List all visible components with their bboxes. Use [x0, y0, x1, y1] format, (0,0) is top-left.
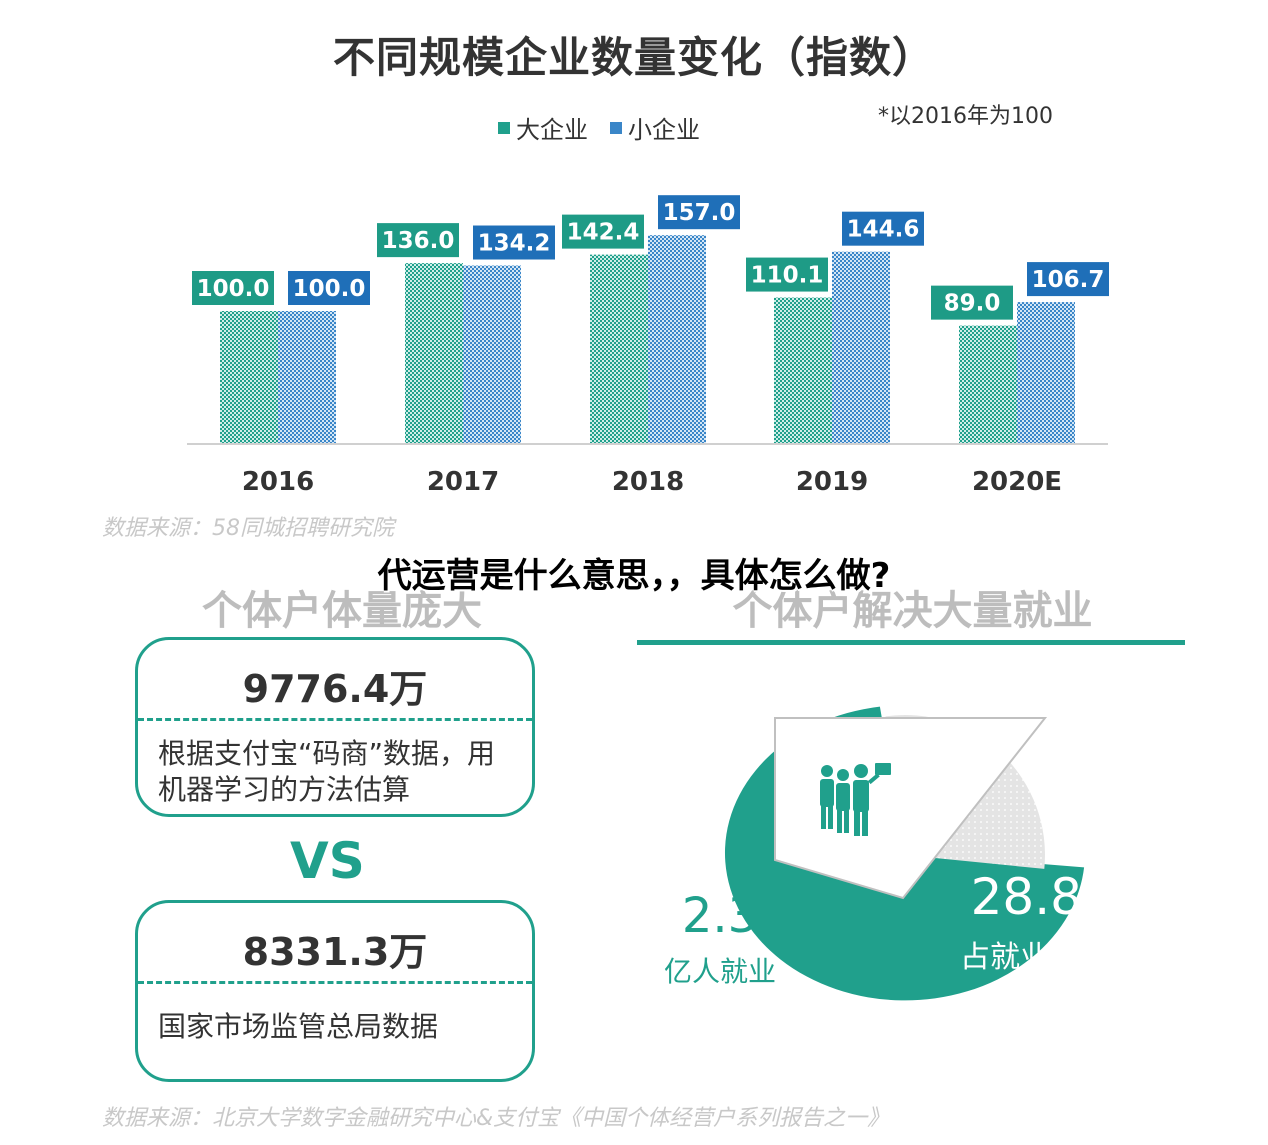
- card-samr-note: 国家市场监管总局数据: [158, 1010, 439, 1043]
- share-value: 28.8%: [970, 868, 1130, 926]
- chart-title: 不同规模企业数量变化（指数）: [332, 33, 935, 82]
- card-samr: 8331.3万 国家市场监管总局数据: [135, 900, 535, 1082]
- x-tick-label-2020E: 2020E: [972, 467, 1062, 497]
- left-heading: 个体户体量庞大: [202, 588, 482, 634]
- value-label-box-large-2019: [746, 257, 828, 292]
- overlay-title: 代运营是什么意思，，具体怎么做?: [377, 556, 891, 596]
- bar-small-2016: [278, 311, 336, 444]
- legend-label-large: 大企业: [516, 116, 588, 144]
- value-label-small-2019: 144.6: [847, 217, 920, 243]
- value-label-large-2018: 142.4: [567, 220, 640, 246]
- legend-label-small: 小企业: [628, 116, 700, 144]
- x-tick-label-2018: 2018: [612, 467, 684, 497]
- bar-small-2017: [463, 265, 521, 444]
- card-alipay-note: 根据支付宝“码商”数据，用机器学习的方法估算: [158, 737, 496, 806]
- jobs-value: 2.3: [681, 888, 759, 944]
- pie-callout: [774, 717, 1048, 900]
- value-label-box-large-2020E: [931, 285, 1013, 320]
- bar-large-2018: [590, 254, 648, 444]
- base-year-note: *以2016年为100: [878, 104, 1053, 129]
- value-label-box-large-2016: [192, 271, 274, 305]
- value-label-box-small-2019: [842, 211, 924, 246]
- people-group-icon: [820, 763, 891, 836]
- value-label-box-large-2017: [377, 223, 459, 258]
- value-label-large-2016: 100.0: [197, 276, 270, 302]
- vs-label: VS: [290, 832, 365, 890]
- card-alipay-divider: [138, 718, 532, 721]
- value-label-small-2018: 157.0: [663, 200, 736, 226]
- bar-small-2020E: [1017, 302, 1075, 444]
- value-label-large-2017: 136.0: [382, 228, 455, 254]
- value-label-box-small-2020E: [1027, 262, 1109, 297]
- bar-large-2016: [220, 311, 278, 444]
- right-heading: 个体户解决大量就业: [732, 588, 1093, 634]
- bar-small-2018: [648, 235, 706, 444]
- jobs-label: 亿人就业: [663, 955, 776, 988]
- value-label-box-small-2018: [658, 195, 740, 230]
- right-heading-rule: [637, 640, 1185, 645]
- x-tick-label-2016: 2016: [242, 467, 314, 497]
- report-source: 数据来源：北京大学数字金融研究中心&支付宝《中国个体经营户系列报告之一》: [102, 1106, 890, 1131]
- x-tick-label-2019: 2019: [796, 467, 868, 497]
- value-label-small-2017: 134.2: [478, 231, 551, 257]
- value-label-box-large-2018: [562, 214, 644, 249]
- bar-small-2019: [832, 251, 890, 444]
- bar-chart: 100.0 100.0 2016 136.0 134.2 2017 142.4 157.0 20…: [187, 195, 1109, 497]
- chart-source: 数据来源：58同城招聘研究院: [102, 516, 394, 541]
- card-alipay: 9776.4万 根据支付宝“码商”数据，用机器学习的方法估算: [135, 637, 535, 817]
- value-label-small-2020E: 106.7: [1032, 267, 1105, 293]
- employment-pie: [724, 706, 1085, 1001]
- share-label: 占就业总人口: [960, 940, 1140, 975]
- card-samr-value: 8331.3万: [242, 930, 428, 974]
- card-alipay-value: 9776.4万: [242, 667, 428, 711]
- legend-item-small: 小企业: [610, 110, 700, 145]
- value-label-box-small-2016: [288, 271, 370, 305]
- bar-large-2019: [774, 297, 832, 444]
- value-label-box-small-2017: [473, 225, 555, 260]
- legend-swatch-large: [498, 121, 510, 134]
- value-label-large-2020E: 89.0: [944, 291, 1001, 317]
- bar-large-2017: [405, 263, 463, 444]
- legend-item-large: 大企业: [498, 110, 588, 145]
- chart-legend: 大企业 小企业: [498, 110, 700, 145]
- card-samr-divider: [138, 981, 532, 984]
- bar-large-2020E: [959, 325, 1017, 444]
- legend-swatch-small: [610, 121, 622, 134]
- value-label-large-2019: 110.1: [751, 263, 824, 289]
- value-label-small-2016: 100.0: [293, 276, 366, 302]
- x-tick-label-2017: 2017: [427, 467, 499, 497]
- bars-layer: 100.0 100.0 2016 136.0 134.2 2017 142.4 157.0 20…: [192, 195, 1109, 497]
